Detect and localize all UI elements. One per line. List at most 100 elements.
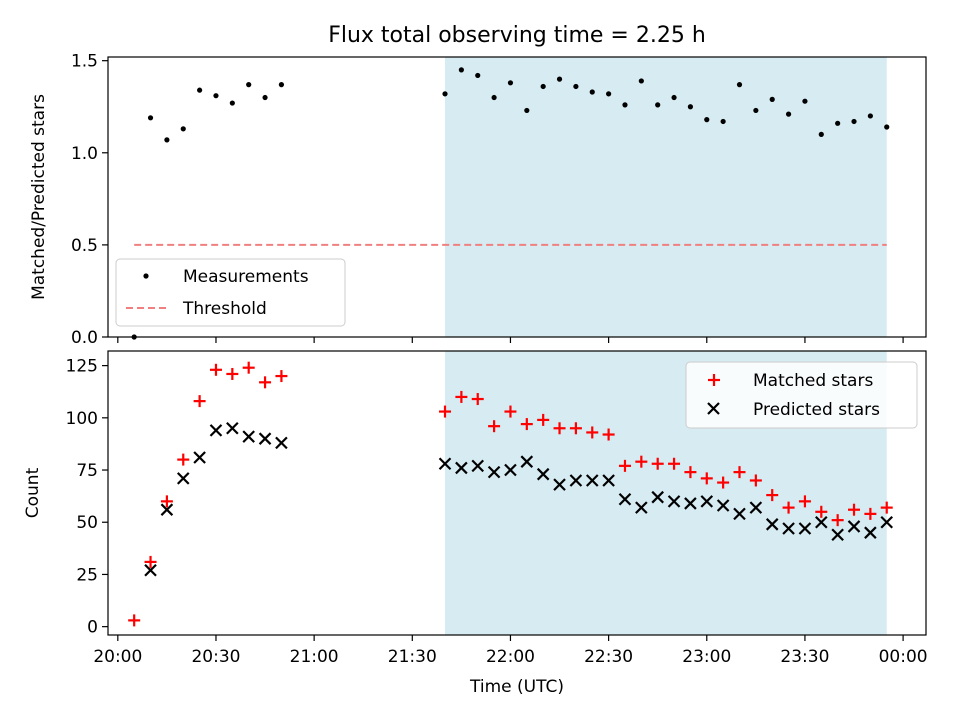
- measurement-point: [524, 107, 530, 114]
- matched-star-point: [635, 455, 648, 468]
- measurement-point: [687, 104, 694, 110]
- count-axes-frame: [107, 350, 927, 636]
- measurement-point: [835, 120, 841, 126]
- matched-star-point: [520, 418, 533, 431]
- predicted-star-point: [733, 507, 746, 521]
- measurement-point: [638, 78, 644, 84]
- measurement-point: [736, 82, 743, 88]
- predicted-star-point: [144, 563, 157, 577]
- measurement-point: [867, 113, 873, 119]
- measurement-point: [671, 94, 677, 101]
- measurement-point: [147, 115, 154, 121]
- measurement-point: [213, 93, 219, 99]
- measurement-point: [606, 91, 612, 97]
- predicted-star-point: [815, 515, 828, 529]
- chart-title: Flux total observing time = 2.25 h: [328, 23, 706, 48]
- matched-star-point: [259, 376, 272, 389]
- count-x-ticks: 20:00 20:30 21:00 21:30 22:00 22:30 23:00 23:30…: [93, 635, 928, 667]
- y-tick-label: 1.5: [71, 52, 98, 72]
- matched-star-point: [602, 428, 615, 441]
- ratio-y-axis-label: Matched/Predicted stars: [29, 94, 49, 300]
- legend-predicted-label: Predicted stars: [753, 400, 880, 420]
- predicted-star-point: [618, 492, 632, 506]
- matched-star-point: [488, 420, 501, 433]
- legend-measurements-label: Measurements: [183, 267, 309, 287]
- legend-predicted-marker: [707, 402, 720, 415]
- predicted-star-point: [602, 474, 615, 487]
- measurement-point: [180, 126, 186, 132]
- predicted-star-point: [635, 501, 648, 514]
- matched-star-point: [717, 476, 730, 489]
- measurement-point: [818, 131, 824, 137]
- predicted-star-point: [569, 474, 583, 487]
- x-tick-label: 22:30: [584, 647, 633, 667]
- x-tick-label: 21:30: [388, 647, 437, 667]
- count-legend: Matched stars Predicted stars: [685, 361, 918, 429]
- predicted-star-point: [684, 497, 697, 510]
- measurement-point: [164, 137, 170, 143]
- matched-star-point: [798, 495, 811, 508]
- predicted-star-point: [798, 522, 812, 535]
- measurement-point: [769, 96, 775, 102]
- legend-threshold-label: Threshold: [182, 299, 267, 319]
- predicted-star-point: [275, 436, 288, 450]
- matched-star-point: [569, 422, 582, 435]
- predicted-star-point: [831, 528, 844, 542]
- predicted-star-point: [864, 526, 877, 539]
- matched-star-point: [455, 390, 468, 403]
- legend-matched-label: Matched stars: [753, 371, 873, 391]
- x-tick-label: 20:00: [93, 647, 142, 667]
- x-tick-label: 00:00: [879, 647, 928, 667]
- ratio-x-ticks: [117, 337, 904, 343]
- predicted-star-point: [520, 455, 534, 468]
- y-tick-label: 0: [87, 618, 98, 638]
- predicted-star-point: [455, 461, 468, 475]
- y-tick-label: 50: [76, 513, 98, 533]
- matched-star-point: [880, 501, 893, 514]
- y-tick-label: 1.0: [71, 144, 98, 164]
- predicted-star-point: [504, 463, 517, 477]
- predicted-star-point: [438, 457, 452, 471]
- matched-star-point: [848, 503, 861, 516]
- matched-star-point: [684, 466, 697, 479]
- predicted-star-point: [258, 432, 272, 445]
- measurement-point: [720, 118, 726, 125]
- measurement-point: [442, 91, 448, 97]
- x-tick-label: 20:30: [191, 647, 240, 667]
- predicted-star-point: [487, 465, 501, 479]
- measurement-point: [507, 80, 514, 86]
- predicted-star-point: [651, 490, 664, 504]
- predicted-star-point: [160, 503, 174, 516]
- ratio-y-ticks: 0.0 0.5 1.0 1.5: [71, 52, 108, 348]
- matched-star-point: [700, 472, 713, 485]
- predicted-star-point: [765, 518, 779, 531]
- matched-star-point: [618, 459, 631, 472]
- observing-window-highlight: [445, 57, 887, 337]
- matched-star-point: [177, 453, 190, 466]
- y-tick-label: 25: [76, 565, 98, 585]
- ratio-axes-frame: [107, 56, 927, 338]
- predicted-star-point: [782, 522, 795, 535]
- matched-star-point: [586, 426, 599, 439]
- measurement-point: [475, 72, 481, 79]
- measurement-point: [785, 111, 792, 117]
- predicted-star-point: [471, 459, 485, 473]
- measurement-point: [246, 82, 252, 88]
- matched-star-point: [782, 501, 795, 514]
- matched-star-point: [668, 457, 681, 470]
- matched-star-point: [537, 413, 550, 426]
- matched-star-point: [242, 361, 255, 374]
- predicted-star-point: [193, 451, 206, 464]
- matched-star-point: [471, 393, 484, 406]
- measurement-point: [278, 82, 285, 88]
- matched-star-point: [209, 363, 222, 376]
- matched-star-point: [128, 614, 141, 627]
- ratio-panel: 0.0 0.5 1.0 1.5 Matched/Predicted stars Mea…: [29, 52, 927, 348]
- y-tick-label: 0.0: [71, 328, 98, 348]
- matched-star-point: [864, 507, 877, 520]
- x-tick-label: 21:00: [290, 647, 339, 667]
- measurement-point: [655, 102, 661, 108]
- y-tick-label: 125: [66, 357, 98, 377]
